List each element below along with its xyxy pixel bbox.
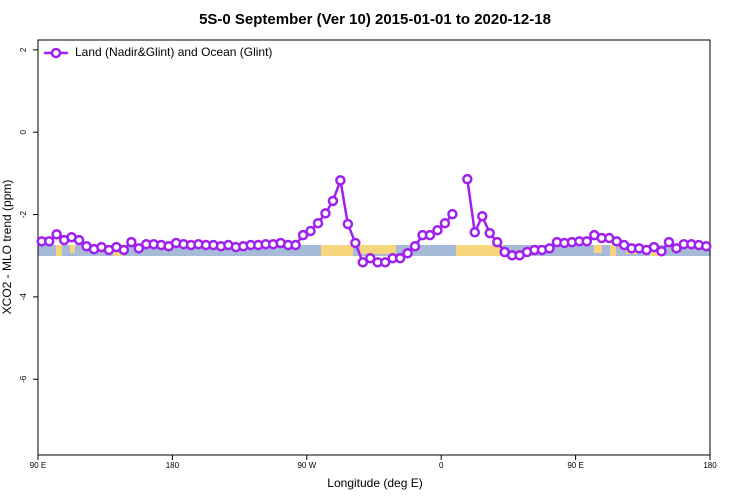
data-point bbox=[491, 236, 503, 248]
x-tick-label: 180 bbox=[166, 461, 180, 470]
data-point bbox=[462, 173, 473, 185]
data-point bbox=[51, 229, 62, 240]
x-axis-label: Longitude (deg E) bbox=[327, 476, 422, 490]
x-tick-label: 90 W bbox=[297, 461, 316, 470]
y-tick-label: -2 bbox=[19, 210, 28, 218]
data-point bbox=[365, 252, 376, 264]
chart-title: 5S-0 September (Ver 10) 2015-01-01 to 20… bbox=[199, 11, 551, 28]
land-patch bbox=[321, 245, 353, 256]
data-point bbox=[312, 217, 324, 229]
data-point bbox=[133, 243, 145, 254]
data-point bbox=[671, 243, 682, 254]
data-point bbox=[379, 257, 391, 268]
y-tick-label: 0 bbox=[19, 129, 28, 134]
data-point bbox=[335, 175, 346, 186]
data-point bbox=[320, 208, 331, 219]
land-patch bbox=[610, 245, 616, 256]
data-point bbox=[581, 236, 593, 247]
land-patch bbox=[56, 245, 62, 256]
data-point bbox=[305, 225, 316, 237]
data-point bbox=[469, 227, 481, 238]
data-point bbox=[701, 241, 712, 252]
data-point bbox=[544, 243, 555, 254]
y-tick-label: -4 bbox=[19, 293, 28, 301]
data-point bbox=[126, 236, 137, 248]
x-tick-label: 90 E bbox=[567, 461, 583, 470]
data-point bbox=[342, 218, 354, 230]
land-patch bbox=[594, 245, 602, 253]
data-point bbox=[424, 229, 436, 241]
land-patch bbox=[360, 245, 396, 254]
legend-label: Land (Nadir&Glint) and Ocean (Glint) bbox=[75, 45, 272, 59]
data-point bbox=[484, 227, 495, 239]
data-point bbox=[43, 236, 55, 247]
data-point bbox=[656, 245, 667, 257]
x-tick-label: 0 bbox=[439, 461, 444, 470]
data-point bbox=[394, 252, 406, 264]
data-point bbox=[447, 208, 458, 220]
data-point bbox=[439, 217, 451, 229]
data-point bbox=[73, 234, 85, 246]
x-tick-label: 90 E bbox=[30, 461, 46, 470]
data-point bbox=[290, 239, 301, 251]
land-patch bbox=[70, 245, 75, 253]
y-tick-label: 2 bbox=[19, 47, 28, 52]
y-axis-label: XCO2 - MLO trend (ppm) bbox=[0, 180, 14, 315]
land-patch bbox=[650, 249, 660, 256]
data-point bbox=[402, 248, 413, 259]
data-point bbox=[409, 241, 421, 252]
data-point bbox=[327, 195, 339, 207]
data-point bbox=[663, 236, 675, 248]
data-point bbox=[297, 229, 309, 241]
data-point bbox=[350, 237, 361, 249]
land-patch bbox=[456, 245, 502, 256]
x-tick-label: 180 bbox=[703, 461, 717, 470]
data-point bbox=[648, 241, 660, 253]
data-point bbox=[477, 210, 488, 222]
data-point bbox=[118, 244, 130, 256]
y-tick-label: -6 bbox=[19, 375, 28, 383]
data-point bbox=[432, 224, 443, 236]
legend-marker bbox=[50, 47, 62, 59]
data-point bbox=[357, 257, 369, 268]
